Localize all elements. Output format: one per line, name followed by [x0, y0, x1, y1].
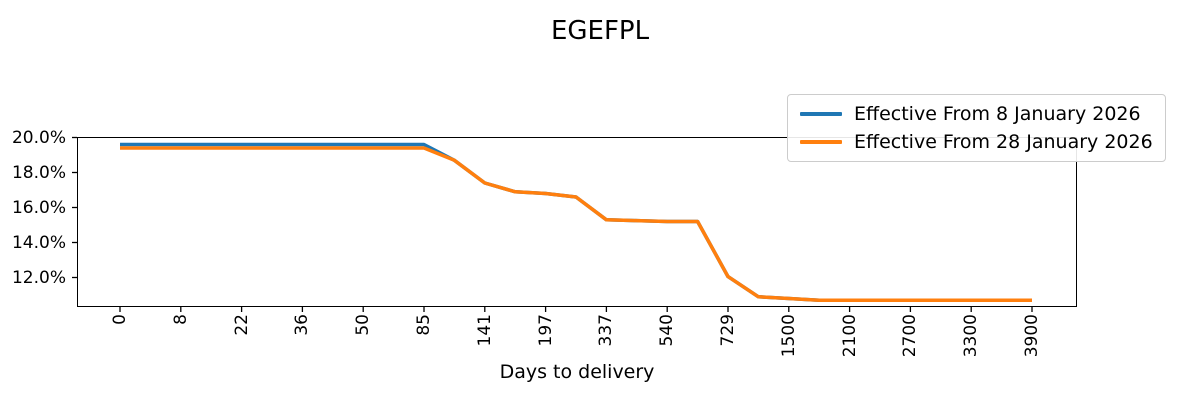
legend-row-series-1: Effective From 8 January 2026 [800, 101, 1153, 127]
legend-line-sample-series-1 [800, 112, 842, 116]
legend: Effective From 8 January 2026 Effective … [787, 94, 1166, 162]
chart-title: EGEFPL [550, 16, 650, 46]
y-tick-label: 16.0% [11, 197, 66, 218]
legend-line-sample-series-2 [800, 140, 842, 144]
legend-row-series-2: Effective From 28 January 2026 [800, 129, 1153, 155]
plot-area [77, 137, 1077, 307]
x-axis-label: Days to delivery [499, 361, 655, 383]
y-tick-label: 20.0% [11, 127, 66, 148]
y-tick-label: 12.0% [11, 267, 66, 288]
y-tick-label: 18.0% [11, 162, 66, 183]
legend-label-series-1: Effective From 8 January 2026 [854, 103, 1141, 125]
y-tick-label: 14.0% [11, 232, 66, 253]
legend-label-series-2: Effective From 28 January 2026 [854, 131, 1153, 153]
